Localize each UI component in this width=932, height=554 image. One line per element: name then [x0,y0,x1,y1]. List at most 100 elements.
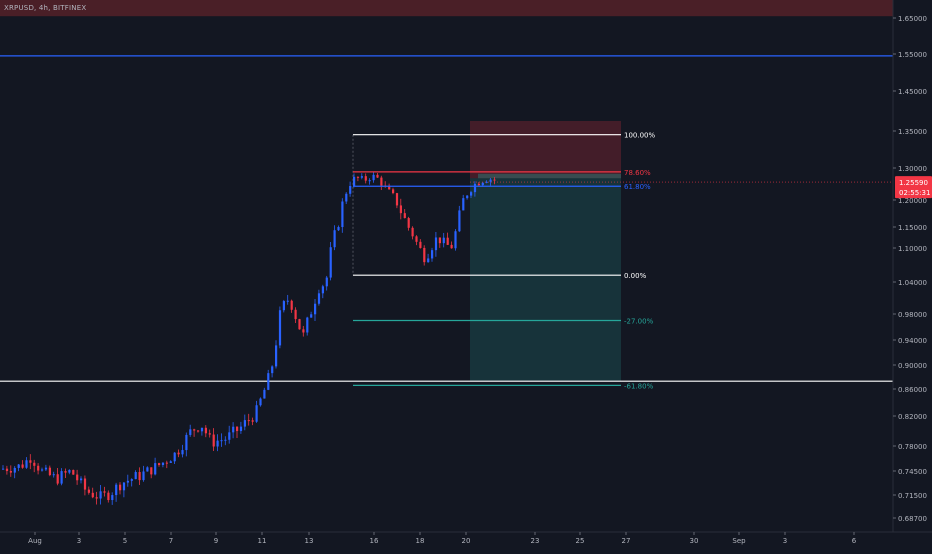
candle-body [41,469,44,471]
candle-body [329,247,332,278]
candle-body [485,181,488,183]
candle-body [251,420,254,422]
fib-level-label-3: 0.00% [624,272,647,280]
price-axis-label: 0.78000 [898,443,927,451]
candle-body [411,227,414,237]
candle-body [493,179,496,181]
candle-body [376,174,379,178]
candle-body [438,237,441,244]
time-axis-label: 3 [783,537,787,545]
candle-body [181,450,184,455]
candle-body [134,472,137,480]
candle-body [2,468,5,470]
candle-body [122,482,126,491]
candle-body [298,319,301,330]
candle-body [169,461,172,463]
candle-body [52,474,55,476]
candle-body [119,484,122,491]
time-axis-label: 3 [77,537,81,545]
time-axis-label: Sep [732,537,746,545]
candle-body [278,310,282,346]
candle-body [294,309,297,320]
candle-body [161,462,165,465]
candle-body [353,176,356,186]
candle-body [239,426,243,432]
short-stop-zone [470,121,621,179]
candle-body [197,430,200,432]
price-axis-label: 1.65000 [898,15,927,23]
candle-body [103,491,106,493]
candle-body [263,389,266,399]
candle-body [403,213,406,219]
price-axis-label: 1.10000 [898,245,927,253]
candle-body [310,314,313,318]
candle-body [454,231,457,249]
candle-body [228,432,231,440]
price-axis-label: 1.30000 [898,165,927,173]
candle-body [13,467,16,473]
time-axis-label: 7 [169,537,173,545]
candle-body [154,463,157,475]
price-axis-label: 0.82000 [898,413,927,421]
candle-body [458,210,461,232]
candle-body [111,495,114,501]
candle-body [173,452,176,462]
candle-body [158,463,161,465]
candle-body [130,479,133,481]
candle-body [267,373,270,390]
candle-body [325,277,328,287]
candle-body [427,258,430,263]
candle-body [392,189,395,194]
candle-body [80,478,83,481]
time-axis-label: 30 [690,537,699,545]
fib-level-label-0: 100.00% [624,132,655,140]
candle-body [380,177,383,186]
fib-level-label-1: 78.60% [624,169,651,177]
price-axis-label: 0.90000 [898,362,927,370]
price-axis-label: 0.68700 [898,515,927,523]
candle-body [337,227,340,231]
time-axis-label: 27 [622,537,631,545]
current-price-tag [895,176,932,199]
current-price-countdown: 02:55:31 [899,189,930,197]
candle-body [76,474,79,481]
candle-body [95,497,98,499]
candle-body [477,183,480,186]
candle-body [208,433,211,435]
candle-body [185,434,188,451]
candle-body [290,300,293,310]
candle-body [466,195,469,199]
candle-body [115,484,118,496]
time-axis-label: 5 [123,537,127,545]
candle-body [481,182,484,186]
time-axis-label: 18 [416,537,425,545]
candle-body [107,492,110,501]
short-profit-fill [478,173,621,179]
candle-body [25,460,28,468]
time-axis-label: 16 [370,537,379,545]
candle-body [423,247,426,263]
candle-body [9,471,12,473]
price-axis-label: 1.20000 [898,197,927,205]
candle-body [44,467,48,470]
candle-body [224,439,227,441]
candle-body [259,398,262,406]
candle-body [470,192,473,196]
candle-body [306,317,309,333]
candle-body [446,237,449,245]
candle-body [91,492,94,498]
time-axis-label: 6 [852,537,857,545]
candle-body [200,427,204,432]
candle-body [399,205,402,214]
candle-body [395,193,399,206]
candle-body [177,452,180,455]
candle-body [473,183,477,193]
candle-body [434,237,438,251]
candle-body [314,303,317,315]
candle-body [165,462,168,464]
candle-body [341,201,344,228]
candle-body [5,468,9,472]
candle-body [368,180,371,182]
